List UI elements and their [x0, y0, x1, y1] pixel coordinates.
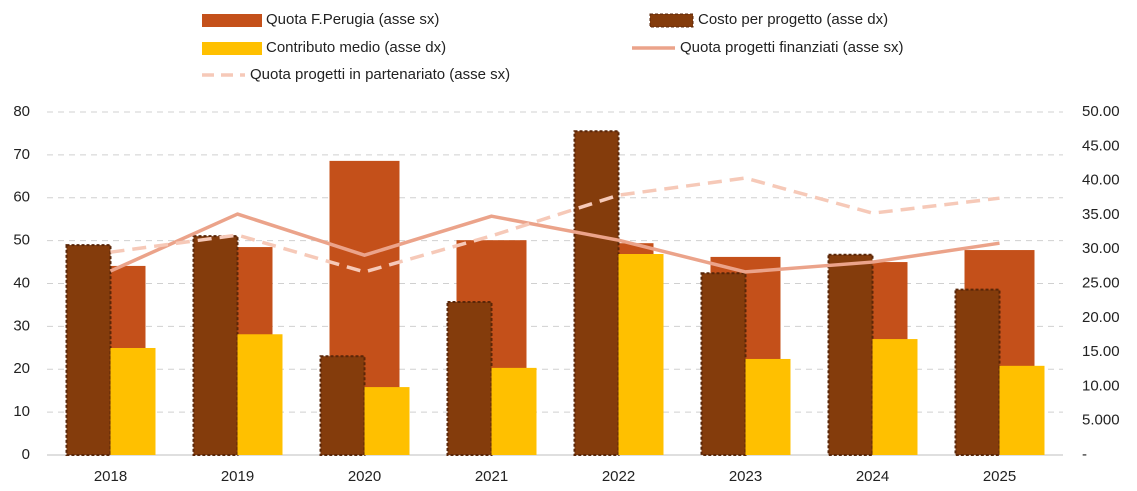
x-tick-label: 2024 [856, 468, 889, 485]
bar [237, 334, 283, 455]
bar [364, 387, 410, 455]
line [109, 212, 1000, 274]
y2-tick-label: 30.00 [1082, 240, 1120, 257]
legend-swatch [649, 13, 694, 28]
x-tick-label: 2020 [348, 468, 381, 485]
y2-tick-label: 50.00 [1082, 103, 1120, 120]
y2-tick-label: 20.00 [1082, 309, 1120, 326]
bar [700, 272, 747, 456]
bar [745, 358, 791, 455]
y-tick-label: 80 [13, 103, 30, 120]
y-tick-label: 70 [13, 146, 30, 163]
x-tick-label: 2019 [221, 468, 254, 485]
y2-tick-label: 15.00 [1082, 343, 1120, 360]
legend-label: Costo per progetto (asse dx) [698, 11, 888, 28]
bar [999, 365, 1045, 455]
bar [319, 355, 366, 456]
y-tick-label: 10 [13, 403, 30, 420]
y-tick-label: 20 [13, 360, 30, 377]
legend-label: Contributo medio (asse dx) [266, 39, 446, 56]
bar [65, 244, 112, 456]
bar [618, 254, 664, 455]
legend-swatch [202, 42, 262, 55]
y2-tick-label: - [1082, 446, 1087, 463]
bar [192, 235, 239, 456]
y2-tick-label: 5.000 [1082, 412, 1120, 429]
y-tick-label: 60 [13, 189, 30, 206]
x-tick-label: 2018 [94, 468, 127, 485]
x-tick-label: 2022 [602, 468, 635, 485]
y2-tick-label: 25.00 [1082, 274, 1120, 291]
bar [954, 288, 1001, 457]
y2-tick-label: 45.00 [1082, 137, 1120, 154]
bar [872, 339, 918, 455]
y2-tick-label: 40.00 [1082, 172, 1120, 189]
x-tick-label: 2023 [729, 468, 762, 485]
x-tick-label: 2025 [983, 468, 1016, 485]
bar [827, 253, 874, 456]
legend-label: Quota F.Perugia (asse sx) [266, 11, 439, 28]
bar [446, 301, 493, 456]
legend-swatch [202, 14, 262, 27]
y-tick-label: 30 [13, 317, 30, 334]
y-tick-label: 50 [13, 232, 30, 249]
y2-tick-label: 35.00 [1082, 206, 1120, 223]
bar [110, 347, 156, 455]
legend-label: Quota progetti in partenariato (asse sx) [250, 66, 510, 83]
bar [573, 130, 620, 456]
y-tick-label: 40 [13, 274, 30, 291]
bar [491, 367, 537, 455]
x-tick-label: 2021 [475, 468, 508, 485]
y-tick-label: 0 [22, 446, 30, 463]
legend-label: Quota progetti finanziati (asse sx) [680, 39, 903, 56]
y2-tick-label: 10.00 [1082, 377, 1120, 394]
